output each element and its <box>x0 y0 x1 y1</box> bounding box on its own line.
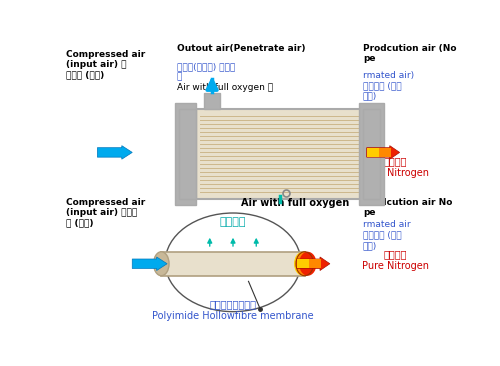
Bar <box>359 103 384 205</box>
Polygon shape <box>132 257 167 270</box>
Polygon shape <box>379 148 390 157</box>
Text: Compressed air
(input air) 压缩空
气 (进气): Compressed air (input air) 压缩空 气 (进气) <box>66 198 146 227</box>
Text: Air with full oxygen: Air with full oxygen <box>241 198 349 208</box>
Polygon shape <box>297 259 310 269</box>
Ellipse shape <box>294 252 312 276</box>
Bar <box>162 252 304 276</box>
Ellipse shape <box>154 252 169 276</box>
Text: rmated air)
产出气体 (非渗
透气): rmated air) 产出气体 (非渗 透气) <box>363 71 414 101</box>
Text: Prodcution air No
pe: Prodcution air No pe <box>363 198 452 217</box>
Text: Prodcution air (No
pe: Prodcution air (No pe <box>363 44 456 63</box>
Text: Air with full oxygen 「: Air with full oxygen 「 <box>177 83 273 92</box>
Polygon shape <box>366 146 400 159</box>
Text: 富氧气体
Pure Nitrogen: 富氧气体 Pure Nitrogen <box>362 250 429 271</box>
Bar <box>179 109 196 199</box>
Polygon shape <box>310 259 321 269</box>
Bar <box>179 109 380 199</box>
Bar <box>363 109 380 199</box>
Text: 排出气(渗透气) 富氧气
体: 排出气(渗透气) 富氧气 体 <box>177 62 235 82</box>
Text: 富氧气体
Pure Nitrogen: 富氧气体 Pure Nitrogen <box>362 157 429 178</box>
Ellipse shape <box>296 252 314 276</box>
Text: rmated air
产出气体 (非渗
透气): rmated air 产出气体 (非渗 透气) <box>363 220 410 250</box>
Polygon shape <box>297 257 330 270</box>
Text: 聚酰亚胺中空纤维
Polyimide Hollowfibre membrane: 聚酰亚胺中空纤维 Polyimide Hollowfibre membrane <box>152 299 314 321</box>
Polygon shape <box>98 146 132 159</box>
Text: Outout air(Penetrate air): Outout air(Penetrate air) <box>177 44 306 53</box>
Bar <box>175 103 196 205</box>
Ellipse shape <box>299 252 316 276</box>
Text: 富氧气体: 富氧气体 <box>220 217 246 227</box>
Polygon shape <box>366 148 379 157</box>
Bar <box>204 93 220 109</box>
Text: Compressed air
(input air) 压
缩空气 (进气): Compressed air (input air) 压 缩空气 (进气) <box>66 49 146 79</box>
